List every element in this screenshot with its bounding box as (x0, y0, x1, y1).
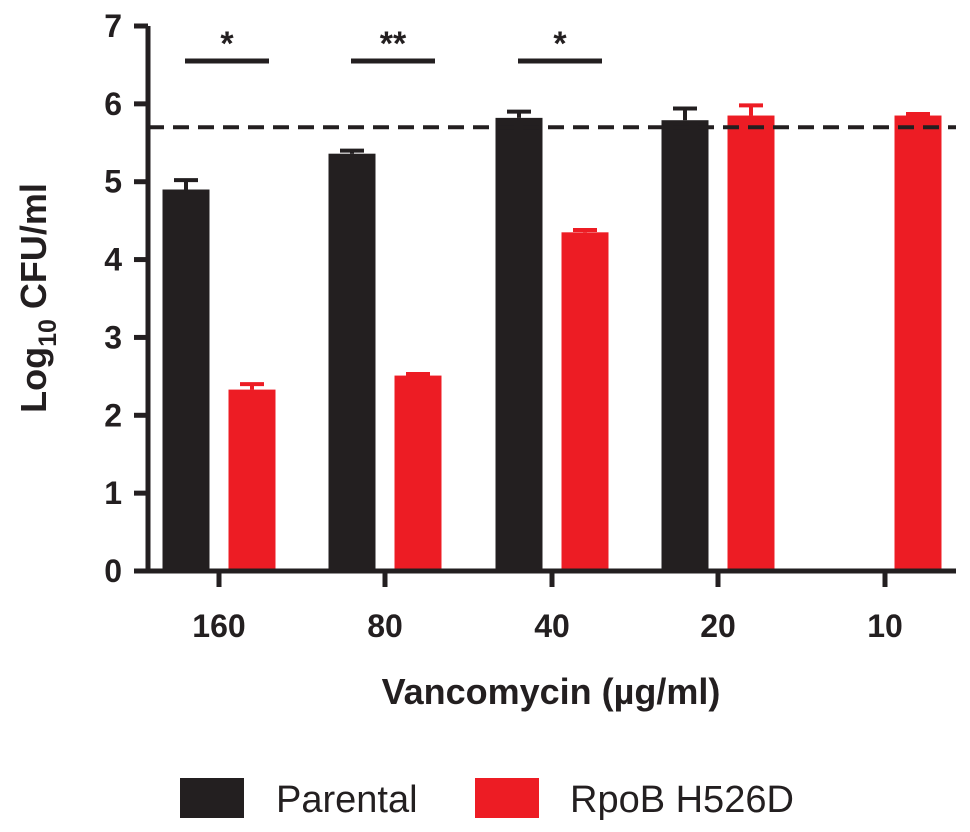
x-tick-label-80: 80 (367, 608, 403, 644)
y-tick-label-6: 6 (104, 86, 122, 122)
x-tick-label-160: 160 (192, 608, 245, 644)
y-axis-title: Log10 CFU/ml (13, 183, 62, 413)
y-tick-label-5: 5 (104, 164, 122, 200)
legend-swatch-rpob (475, 778, 539, 818)
x-tick-label-10: 10 (867, 608, 903, 644)
bar-rpob-10 (894, 115, 942, 572)
bar-parental-160 (162, 189, 210, 571)
bar-rpob-80 (394, 375, 442, 571)
bar-rpob-40 (561, 232, 609, 572)
bar-rpob-160 (228, 389, 276, 571)
legend-label-rpob: RpoB H526D (570, 779, 794, 821)
y-tick-label-2: 2 (104, 397, 122, 433)
x-axis-title: Vancomycin (µg/ml) (382, 671, 721, 712)
y-tick-label-4: 4 (104, 242, 122, 278)
x-tick-label-20: 20 (700, 608, 736, 644)
y-tick-label-7: 7 (104, 8, 122, 44)
x-tick-label-40: 40 (534, 608, 570, 644)
bar-parental-20 (661, 120, 709, 571)
y-tick-label-0: 0 (104, 553, 122, 589)
legend-swatch-parental (180, 778, 244, 818)
legend-label-parental: Parental (276, 779, 418, 821)
significance-label-160: * (220, 25, 234, 63)
legend: Parental RpoB H526D (180, 778, 794, 821)
bar-parental-40 (495, 117, 543, 571)
significance-label-80: ** (380, 25, 407, 63)
significance-label-40: * (553, 25, 567, 63)
y-tick-label-1: 1 (104, 475, 122, 511)
bar-rpob-20 (727, 115, 775, 572)
bar-parental-80 (328, 153, 376, 571)
y-tick-label-3: 3 (104, 319, 122, 355)
